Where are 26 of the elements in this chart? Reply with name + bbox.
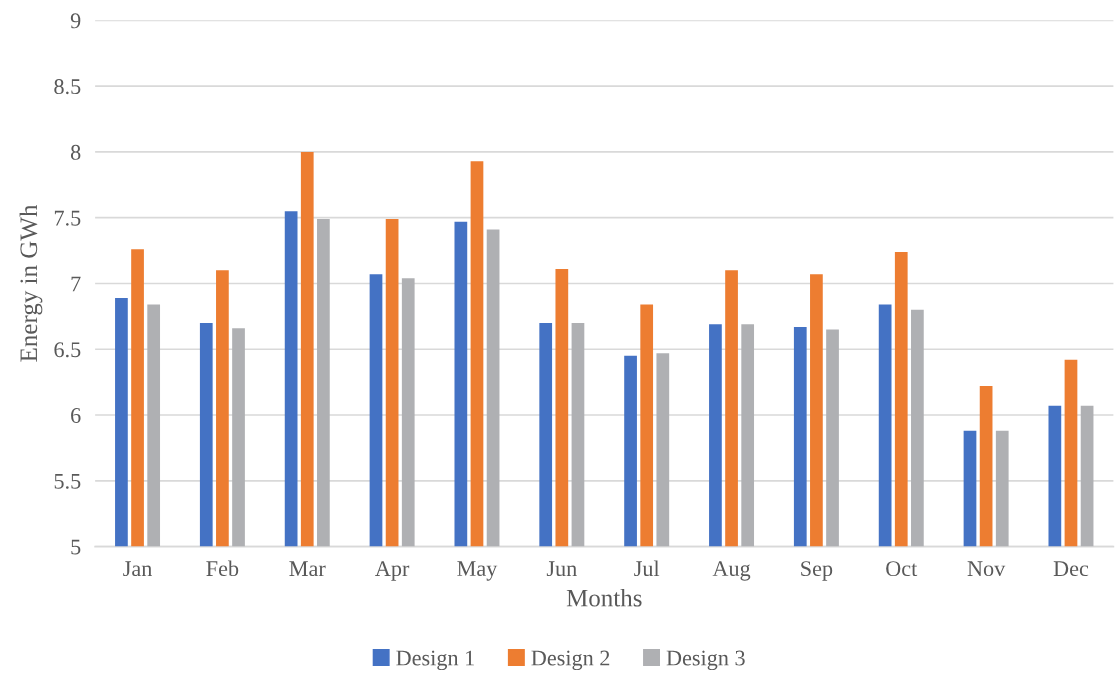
y-tick-label: 9 [70,13,81,29]
x-tick-label: Jan [123,561,153,577]
y-tick-label: 7.5 [54,210,81,226]
y-tick-label: 8.5 [54,79,81,95]
x-tick-label: Feb [206,560,239,577]
x-tick-label: Jul [634,560,660,577]
y-tick-label: 6.5 [54,342,81,358]
x-tick-label: Mar [289,561,326,577]
legend-label: Design 3 [666,650,745,671]
legend-label: Design 2 [531,650,610,671]
y-tick-label: 5 [71,539,81,555]
y-tick-label: 8 [70,144,81,160]
x-tick-label: Oct [886,561,918,577]
y-axis-title: Energy in GWh [19,204,43,362]
x-tick-label: May [457,561,498,581]
x-axis-title: Months [566,588,642,607]
y-tick-label: 7 [71,276,81,292]
y-tick-label: 6 [71,408,81,423]
x-tick-label: Jun [546,561,577,577]
y-tick-label: 5.5 [54,473,81,489]
x-tick-label: Aug [712,561,751,581]
x-tick-label: Apr [375,561,410,581]
legend-label: Design 1 [396,650,474,671]
x-tick-label: Sep [801,561,833,581]
x-tick-label: Dec [1053,561,1089,577]
x-tick-label: Nov [967,561,1006,577]
